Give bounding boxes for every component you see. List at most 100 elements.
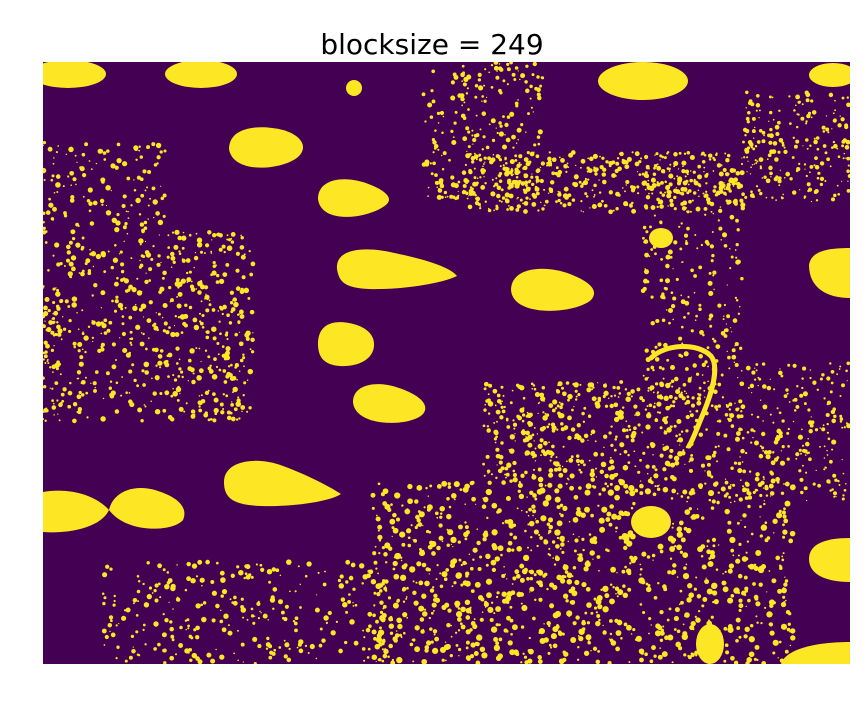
speckle [580, 210, 582, 212]
speckle [750, 102, 755, 107]
speckle [431, 99, 436, 104]
speckle [67, 271, 73, 277]
speckle [193, 255, 199, 261]
speckle [703, 389, 706, 392]
speckle [421, 92, 426, 97]
speckle [232, 600, 238, 606]
speckle [498, 66, 503, 71]
speckle [49, 387, 51, 389]
speckle [330, 630, 336, 636]
speckle [551, 444, 555, 449]
speckle [805, 441, 810, 447]
speckle [778, 176, 782, 180]
speckle [472, 547, 478, 553]
speckle [699, 330, 704, 335]
speckle [604, 404, 609, 408]
speckle [839, 115, 841, 117]
speckle [383, 586, 388, 591]
speckle [110, 619, 113, 623]
speckle [486, 425, 490, 428]
speckle [756, 160, 759, 163]
speckle [587, 157, 590, 160]
speckle [171, 231, 175, 234]
speckle [618, 535, 623, 540]
blob [809, 63, 850, 87]
speckle [187, 627, 190, 630]
speckle [430, 640, 434, 644]
speckle [45, 343, 50, 349]
speckle [753, 565, 759, 572]
speckle [782, 552, 785, 555]
speckle [723, 433, 728, 438]
speckle [43, 358, 45, 361]
speckle [626, 204, 629, 207]
speckle [324, 570, 326, 573]
speckle [554, 407, 558, 410]
speckle [524, 529, 527, 533]
speckle [177, 291, 183, 297]
speckle [700, 516, 705, 520]
speckle [546, 522, 551, 526]
speckle [704, 482, 707, 485]
speckle [499, 402, 502, 405]
speckle [603, 203, 608, 208]
speckle [745, 551, 748, 554]
speckle [48, 202, 54, 208]
speckle [410, 524, 413, 527]
speckle [161, 276, 165, 280]
speckle [747, 160, 749, 162]
speckle [714, 405, 718, 409]
speckle [204, 298, 206, 300]
speckle [598, 517, 605, 524]
speckle [819, 427, 821, 429]
speckle [835, 495, 837, 498]
speckle [614, 586, 620, 591]
speckle [575, 615, 580, 620]
speckle [556, 520, 563, 527]
speckle [778, 109, 781, 113]
speckle [692, 170, 696, 174]
speckle [536, 75, 540, 79]
speckle [551, 171, 556, 176]
speckle [573, 382, 579, 388]
speckle [740, 276, 744, 281]
speckle [731, 354, 737, 360]
speckle [211, 590, 218, 596]
speckle [560, 542, 565, 547]
speckle [620, 637, 623, 640]
speckle [517, 482, 523, 488]
speckle [627, 453, 630, 457]
speckle [548, 553, 552, 557]
speckle [43, 386, 45, 389]
speckle [707, 660, 712, 664]
speckle [132, 646, 134, 648]
speckle [226, 338, 229, 341]
speckle [136, 277, 139, 280]
speckle [639, 573, 642, 576]
speckle [512, 422, 518, 427]
speckle [514, 154, 518, 158]
speckle [212, 392, 216, 396]
speckle [842, 157, 845, 160]
speckle [379, 610, 384, 615]
speckle [754, 644, 760, 650]
speckle [704, 360, 708, 364]
speckle [678, 433, 681, 436]
speckle [379, 582, 381, 585]
speckle [787, 622, 791, 626]
speckle [434, 511, 439, 516]
speckle [65, 244, 71, 250]
speckle [555, 200, 558, 203]
speckle [189, 348, 195, 354]
speckle [128, 315, 133, 320]
speckle [841, 383, 845, 388]
speckle [333, 632, 336, 634]
speckle [60, 392, 65, 397]
speckle [680, 192, 685, 196]
speckle [405, 597, 408, 600]
speckle [400, 559, 403, 562]
speckle [761, 362, 766, 366]
speckle [429, 627, 433, 631]
speckle [595, 467, 597, 470]
speckle [71, 302, 77, 308]
